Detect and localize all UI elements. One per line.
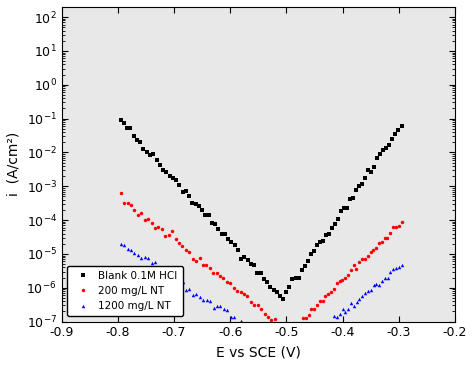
Blank 0.1M HCl bbox=[206, 213, 211, 217]
1200 mg/L NT bbox=[118, 241, 124, 246]
200 mg/L NT bbox=[365, 254, 371, 258]
Line: Blank 0.1M HCl: Blank 0.1M HCl bbox=[119, 118, 403, 300]
200 mg/L NT bbox=[390, 224, 396, 229]
Line: 200 mg/L NT: 200 mg/L NT bbox=[119, 191, 403, 333]
200 mg/L NT bbox=[326, 292, 331, 296]
Blank 0.1M HCl bbox=[390, 137, 395, 141]
Blank 0.1M HCl bbox=[281, 296, 286, 301]
1200 mg/L NT bbox=[210, 306, 216, 310]
200 mg/L NT bbox=[159, 227, 164, 231]
X-axis label: E vs SCE (V): E vs SCE (V) bbox=[216, 345, 301, 359]
1200 mg/L NT bbox=[359, 294, 365, 298]
Blank 0.1M HCl bbox=[320, 239, 326, 243]
1200 mg/L NT bbox=[390, 266, 396, 271]
1200 mg/L NT bbox=[326, 323, 331, 328]
200 mg/L NT bbox=[399, 220, 404, 224]
Blank 0.1M HCl bbox=[362, 175, 368, 180]
200 mg/L NT bbox=[210, 270, 216, 275]
Legend: Blank 0.1M HCl, 200 mg/L NT, 1200 mg/L NT: Blank 0.1M HCl, 200 mg/L NT, 1200 mg/L N… bbox=[67, 266, 182, 317]
Blank 0.1M HCl bbox=[399, 124, 404, 128]
1200 mg/L NT bbox=[365, 289, 371, 294]
Y-axis label: i  (A/cm²): i (A/cm²) bbox=[7, 132, 21, 197]
Line: 1200 mg/L NT: 1200 mg/L NT bbox=[119, 242, 403, 341]
200 mg/L NT bbox=[359, 257, 365, 261]
200 mg/L NT bbox=[118, 191, 124, 195]
Blank 0.1M HCl bbox=[157, 163, 163, 167]
1200 mg/L NT bbox=[159, 273, 165, 278]
1200 mg/L NT bbox=[262, 337, 268, 341]
200 mg/L NT bbox=[286, 329, 292, 334]
1200 mg/L NT bbox=[399, 262, 404, 267]
Blank 0.1M HCl bbox=[356, 184, 362, 188]
Blank 0.1M HCl bbox=[118, 117, 124, 122]
